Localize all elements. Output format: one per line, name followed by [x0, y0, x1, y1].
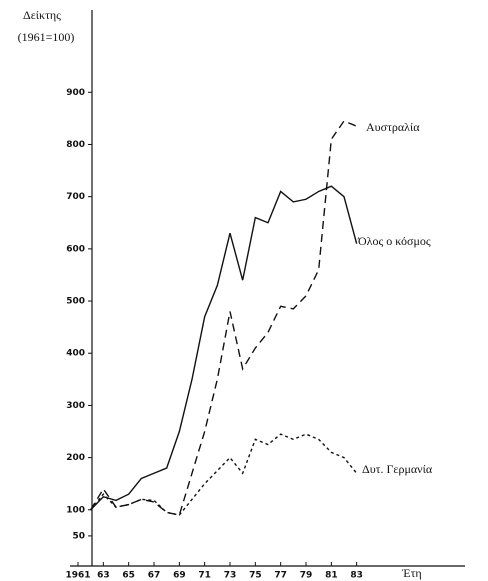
- series-line: [90, 185, 358, 511]
- y-axis-label: Δείκτης: [23, 8, 61, 22]
- x-axis-label: Έτη: [401, 566, 421, 580]
- y-tick-label: 300: [66, 401, 85, 411]
- x-tick-label: 1961: [65, 571, 90, 581]
- series-line: [90, 433, 358, 516]
- x-tick-label: 69: [173, 571, 186, 581]
- x-tick-label: 75: [249, 571, 262, 581]
- y-tick-label: 600: [66, 244, 85, 254]
- x-tick-label: 81: [325, 571, 338, 581]
- x-tick-label: 73: [224, 571, 237, 581]
- x-tick-label: 67: [148, 571, 161, 581]
- series-label: Δυτ. Γερμανία: [362, 462, 433, 476]
- y-tick-label: 700: [66, 192, 85, 202]
- y-tick-label: 50: [72, 531, 85, 541]
- x-tick-label: 71: [198, 571, 211, 581]
- x-tick-label: 79: [300, 571, 313, 581]
- y-tick-label: 500: [66, 297, 85, 307]
- y-tick-label: 100: [66, 505, 85, 515]
- series-line: [90, 120, 357, 516]
- y-tick-label: 200: [66, 453, 85, 463]
- x-tick-label: 65: [122, 571, 135, 581]
- y-axis-label: (1961=100): [18, 30, 75, 44]
- series-label: Αυστραλία: [366, 120, 420, 134]
- y-tick-label: 400: [66, 349, 85, 359]
- x-tick-label: 77: [274, 571, 287, 581]
- y-tick-label: 900: [66, 88, 85, 98]
- x-tick-label: 63: [97, 571, 110, 581]
- y-tick-label: 800: [66, 140, 85, 150]
- x-tick-label: 83: [350, 571, 363, 581]
- series-label: Όλος ο κόσμος: [357, 234, 431, 248]
